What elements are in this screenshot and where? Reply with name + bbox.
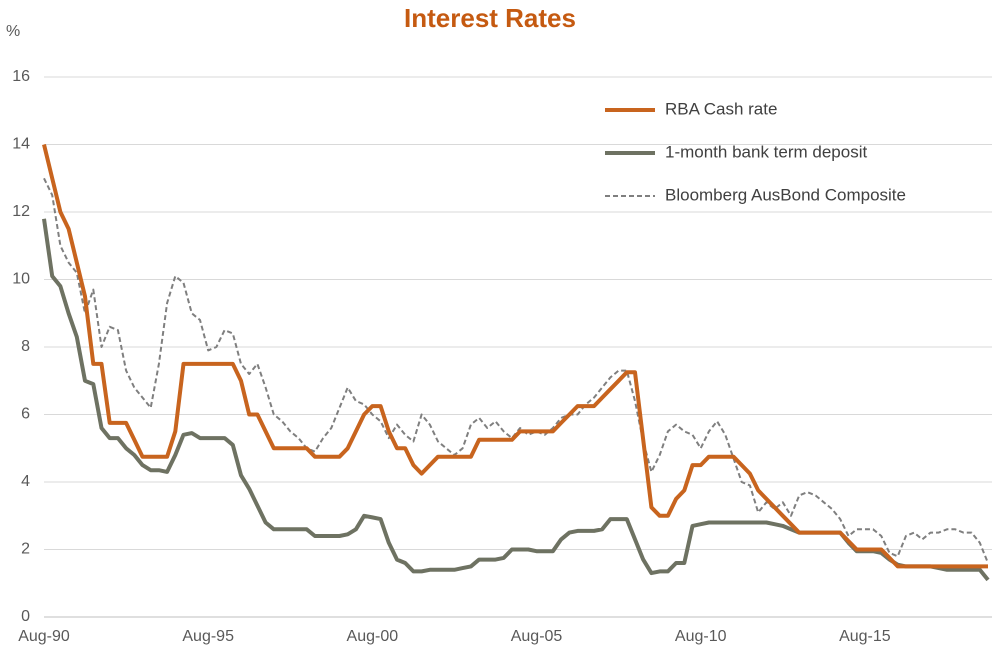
y-tick-label: 14 (12, 136, 30, 153)
x-tick-label: Aug-15 (839, 628, 891, 645)
x-tick-label: Aug-00 (347, 628, 399, 645)
y-axis-label: % (6, 23, 20, 40)
y-tick-label: 0 (21, 608, 30, 625)
y-tick-label: 8 (21, 338, 30, 355)
x-tick-label: Aug-05 (511, 628, 563, 645)
chart-title: Interest Rates (404, 3, 576, 33)
series-line (43, 177, 989, 564)
legend-label: Bloomberg AusBond Composite (665, 185, 906, 204)
series-line (42, 144, 988, 569)
x-tick-label: Aug-90 (18, 628, 70, 645)
y-tick-label: 10 (12, 271, 30, 288)
y-tick-label: 6 (21, 406, 30, 423)
y-tick-label: 16 (12, 68, 30, 85)
x-tick-label: Aug-95 (182, 628, 234, 645)
y-tick-label: 12 (12, 203, 30, 220)
y-tick-label: 2 (21, 541, 30, 558)
series-line (42, 218, 990, 582)
y-tick-label: 4 (21, 473, 30, 490)
legend-label: RBA Cash rate (665, 99, 777, 118)
legend-label: 1-month bank term deposit (665, 142, 867, 161)
x-tick-label: Aug-10 (675, 628, 727, 645)
